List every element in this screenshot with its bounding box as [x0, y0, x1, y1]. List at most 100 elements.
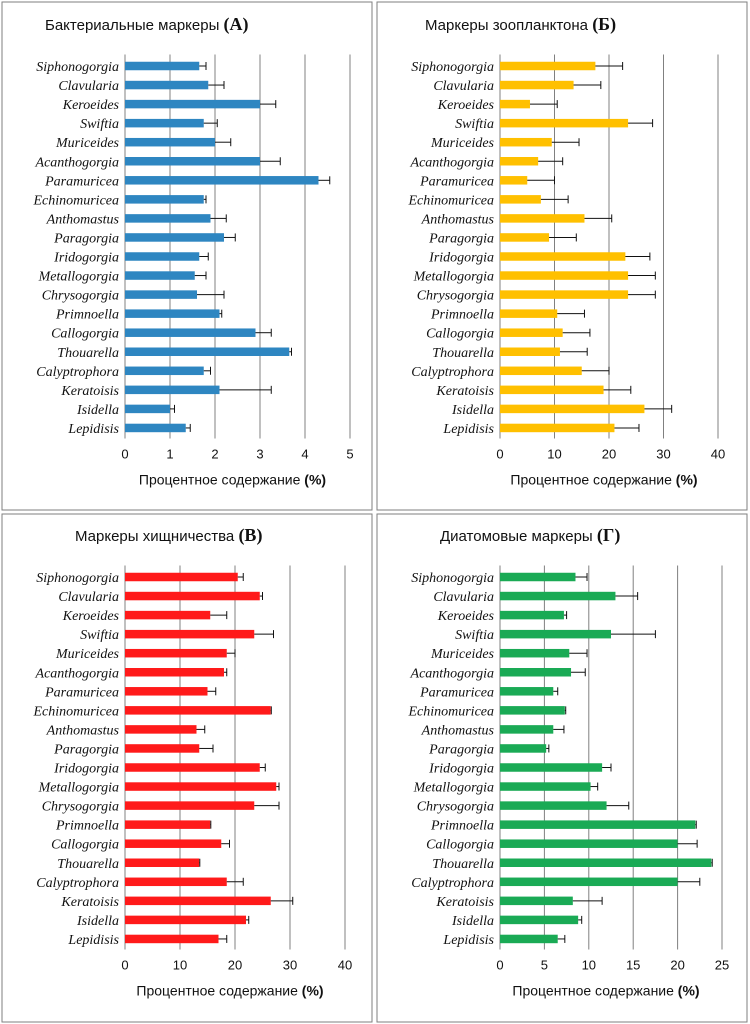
bar	[125, 896, 271, 906]
category-label: Chrysogorgia	[42, 289, 119, 304]
bar	[500, 763, 603, 772]
bar	[500, 915, 579, 925]
category-label: Primnoella	[430, 819, 494, 834]
panel-letter: (В)	[238, 525, 262, 546]
category-label: Paragorgia	[53, 742, 119, 757]
category-label: Keroeides	[62, 98, 120, 113]
category-label: Clavularia	[58, 79, 119, 94]
category-label: Lepidisis	[67, 933, 119, 948]
bar	[500, 801, 607, 810]
bar	[500, 591, 616, 601]
category-label: Swiftia	[80, 117, 119, 132]
category-label: Paramuricea	[419, 174, 494, 189]
category-label: Echinomuricea	[407, 704, 494, 719]
x-axis-unit: (%)	[676, 471, 698, 487]
category-label: Primnoella	[55, 819, 119, 834]
bar	[125, 934, 219, 944]
x-tick-label: 20	[602, 446, 616, 461]
panel-frame	[376, 1, 748, 511]
category-label: Keroeides	[62, 609, 120, 624]
panel-letter: (Б)	[592, 14, 616, 35]
bar	[500, 137, 552, 147]
panel-title: Бактериальные маркеры (A)	[45, 14, 249, 35]
bar	[125, 99, 260, 109]
category-label: Siphonogorgia	[36, 60, 119, 75]
bar	[500, 782, 591, 791]
category-label: Primnoella	[55, 308, 119, 323]
bar	[500, 118, 629, 128]
x-axis-unit: (%)	[678, 982, 700, 998]
category-label: Metallogorgia	[38, 781, 119, 796]
bar	[125, 572, 238, 582]
bar	[125, 648, 227, 658]
category-label: Acanthogorgia	[35, 155, 119, 170]
panel-frame	[1, 1, 373, 511]
bar	[125, 328, 256, 337]
panel-zooplankton-markers: 0 10 20 30 40 Siphonogorgia Clavularia Keroeide…	[376, 1, 748, 511]
category-label: Siphonogorgia	[411, 60, 494, 75]
category-label: Acanthogorgia	[410, 666, 494, 681]
bar	[125, 309, 220, 318]
category-label: Calyptrophora	[411, 876, 494, 891]
bar	[500, 233, 550, 242]
category-label: Muriceides	[430, 647, 495, 662]
bar	[500, 820, 696, 829]
bar	[500, 290, 629, 299]
bar	[500, 877, 678, 887]
x-tick-label: 0	[496, 957, 503, 972]
category-label: Callogorgia	[51, 838, 119, 853]
category-label: Chrysogorgia	[42, 800, 119, 815]
category-label: Metallogorgia	[413, 270, 494, 285]
x-tick-label: 4	[301, 446, 308, 461]
bar	[500, 858, 712, 867]
bar	[500, 347, 560, 356]
bar	[125, 61, 200, 71]
bar	[500, 934, 558, 944]
bar	[500, 99, 530, 109]
bar	[125, 706, 271, 715]
category-label: Metallogorgia	[413, 781, 494, 796]
bar	[500, 385, 604, 395]
x-tick-label: 10	[582, 957, 596, 972]
panel-frame	[1, 513, 373, 1023]
bar	[500, 214, 585, 223]
category-label: Paragorgia	[428, 742, 494, 757]
category-label: Echinomuricea	[407, 193, 494, 208]
bar	[500, 896, 573, 906]
category-label: Paramuricea	[419, 685, 494, 700]
category-label: Paramuricea	[44, 685, 119, 700]
bar	[125, 877, 227, 887]
category-label: Clavularia	[433, 590, 494, 605]
category-label: Callogorgia	[426, 327, 494, 342]
bar	[125, 137, 215, 147]
category-label: Echinomuricea	[32, 704, 119, 719]
x-axis-label: Процентное содержание (%)	[512, 982, 699, 998]
bar	[125, 782, 277, 791]
category-label: Anthomastus	[46, 212, 120, 227]
bar	[125, 366, 204, 376]
category-label: Paragorgia	[428, 231, 494, 246]
bar	[500, 271, 629, 280]
category-label: Keratoisis	[435, 895, 494, 910]
bar	[500, 839, 678, 848]
category-label: Chrysogorgia	[417, 800, 494, 815]
x-tick-label: 0	[121, 957, 128, 972]
category-label: Metallogorgia	[38, 270, 119, 285]
category-label: Acanthogorgia	[35, 666, 119, 681]
category-label: Keratoisis	[435, 384, 494, 399]
bar	[125, 195, 204, 204]
bar	[500, 706, 565, 715]
category-label: Echinomuricea	[32, 193, 119, 208]
panel-title: Маркеры хищничества (В)	[75, 525, 262, 546]
category-label: Keroeides	[437, 98, 495, 113]
panel-frame	[376, 513, 748, 1023]
panel-letter: (Г)	[597, 525, 620, 546]
bar	[125, 801, 255, 810]
category-label: Clavularia	[58, 590, 119, 605]
category-label: Calyptrophora	[36, 365, 119, 380]
category-label: Isidella	[451, 914, 494, 929]
bar	[125, 385, 220, 395]
category-label: Iridogorgia	[428, 762, 494, 777]
x-tick-label: 1	[166, 446, 173, 461]
x-tick-label: 20	[670, 957, 684, 972]
